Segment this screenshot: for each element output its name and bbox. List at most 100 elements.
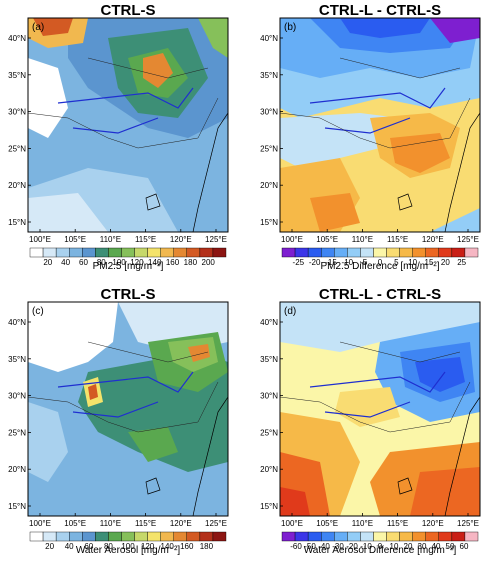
lat-tick-label: 30°N [8, 108, 26, 117]
lon-ticks: 100°E 105°E 110°E 115°E 120°E 125°E [29, 513, 227, 528]
colorbar-swatch [108, 531, 122, 542]
colorbar-swatch [412, 531, 426, 542]
panel-title: CTRL-L - CTRL-S [319, 2, 441, 19]
colorbar-swatch [82, 247, 96, 258]
colorbar-tick-label: 10 [408, 258, 417, 267]
lon-tick-label: 110°E [352, 235, 373, 244]
colorbar-tick-label: 20 [43, 258, 52, 267]
lat-tick-label: 15°N [8, 502, 26, 511]
panel-a: CTRL-S (a) 40°N 35°N 30°N 25°N 20°N 15°N 100°… [8, 2, 229, 272]
colorbar-swatch [399, 247, 413, 258]
lon-tick-label: 120°E [170, 235, 192, 244]
lon-tick-label: 105°E [316, 235, 338, 244]
lat-tick-label: 30°N [260, 392, 278, 401]
colorbar-label: PM2.5 [mg/m⁻²] [93, 261, 164, 272]
colorbar-tick-label: 100 [112, 258, 126, 267]
colorbar-swatch [69, 247, 83, 258]
colorbar-swatch [386, 531, 400, 542]
colorbar-swatch [82, 531, 96, 542]
colorbar-swatch [360, 531, 374, 542]
colorbar-tick-label: 60 [460, 542, 469, 551]
colorbar-tick-label: 25 [457, 258, 466, 267]
colorbar-tick-label: 80 [97, 258, 106, 267]
colorbar-swatch [386, 247, 400, 258]
colorbar-swatch [160, 247, 174, 258]
colorbar-tick-label: -20 [309, 258, 321, 267]
colorbar-swatch [42, 247, 57, 258]
colorbar-swatch [438, 247, 453, 258]
colorbar-tick-label: -25 [293, 258, 305, 267]
colorbar-swatch [464, 531, 479, 542]
colorbar-swatch [294, 247, 309, 258]
colorbar-tick-label: 5 [394, 258, 399, 267]
lat-tick-label: 40°N [8, 318, 26, 327]
colorbar-swatch [425, 531, 440, 542]
colorbar-swatch [438, 531, 453, 542]
colorbar-tick-label: 20 [404, 542, 413, 551]
colorbar-swatch [464, 247, 479, 258]
colorbar-swatch [199, 531, 214, 542]
colorbar-tick-label: 140 [148, 258, 162, 267]
colorbar-swatch [29, 531, 44, 542]
colorbar-swatch [281, 531, 296, 542]
colorbar-swatch [334, 247, 348, 258]
panel-label: (a) [32, 22, 44, 33]
colorbar-tick-label: -15 [325, 258, 337, 267]
lat-tick-label: 35°N [8, 71, 26, 80]
colorbar-tick-label: -5 [360, 258, 368, 267]
colorbar-tick-label: 160 [180, 542, 194, 551]
lon-tick-label: 120°E [422, 235, 444, 244]
colorbar-tick-label: -50 [304, 542, 316, 551]
colorbar-swatch [412, 247, 426, 258]
colorbar-swatch [347, 531, 361, 542]
colorbar-tick-label: 180 [200, 542, 214, 551]
map-area [280, 18, 480, 232]
colorbar-tick-label: 100 [121, 542, 135, 551]
lon-tick-label: 125°E [457, 519, 479, 528]
lat-tick-label: 20°N [8, 181, 26, 190]
lon-tick-label: 110°E [352, 519, 373, 528]
colorbar-tick-label: 60 [79, 258, 88, 267]
colorbar-tick-label: 180 [184, 258, 198, 267]
colorbar-tick-label: 140 [161, 542, 175, 551]
lat-tick-label: 35°N [8, 355, 26, 364]
lon-tick-label: 120°E [422, 519, 444, 528]
colorbar-swatch [373, 531, 387, 542]
colorbar-tick-label: 40 [432, 542, 441, 551]
panel-b: CTRL-L - CTRL-S (b) 40°N 35°N 30°N 25°N 20°N… [260, 2, 481, 272]
colorbar-swatch [212, 247, 227, 258]
panel-d: CTRL-L - CTRL-S (d) 40°N 35°N 30°N 25°N 20°N… [260, 286, 481, 556]
lat-tick-label: 15°N [8, 218, 26, 227]
lat-tick-label: 25°N [8, 144, 26, 153]
colorbar: -25 -20 -15 -10 -5 0 5 10 15 20 25 [281, 247, 479, 267]
panel-title: CTRL-L - CTRL-S [319, 286, 441, 303]
colorbar-tick-label: -40 [318, 542, 330, 551]
colorbar-tick-label: 0 [378, 542, 383, 551]
colorbar-tick-label: 160 [166, 258, 180, 267]
colorbar-swatch [147, 247, 161, 258]
colorbar-swatch [199, 247, 214, 258]
colorbar: 20 40 60 80 100 120 140 160 180 200 [29, 247, 227, 267]
lon-tick-label: 125°E [205, 519, 227, 528]
panel-title: CTRL-S [101, 2, 156, 19]
lon-tick-label: 125°E [457, 235, 479, 244]
lat-tick-label: 25°N [260, 144, 278, 153]
colorbar-tick-label: 30 [418, 542, 427, 551]
lat-tick-label: 15°N [260, 502, 278, 511]
lon-tick-label: 105°E [316, 519, 338, 528]
colorbar-label: PM2.5 Difference [mg/m⁻²] [320, 261, 439, 272]
colorbar-swatch [212, 531, 227, 542]
colorbar-swatch [147, 531, 161, 542]
colorbar-swatch [334, 531, 348, 542]
colorbar: 20 40 60 80 100 120 140 160 180 [29, 531, 227, 551]
lon-tick-label: 120°E [170, 519, 192, 528]
colorbar-swatch [121, 247, 135, 258]
colorbar-swatch [186, 531, 201, 542]
colorbar-tick-label: 40 [61, 258, 70, 267]
map-area [28, 18, 228, 232]
colorbar-swatch [373, 247, 387, 258]
lat-tick-label: 30°N [8, 392, 26, 401]
colorbar-swatch [42, 531, 57, 542]
lat-tick-label: 20°N [260, 465, 278, 474]
